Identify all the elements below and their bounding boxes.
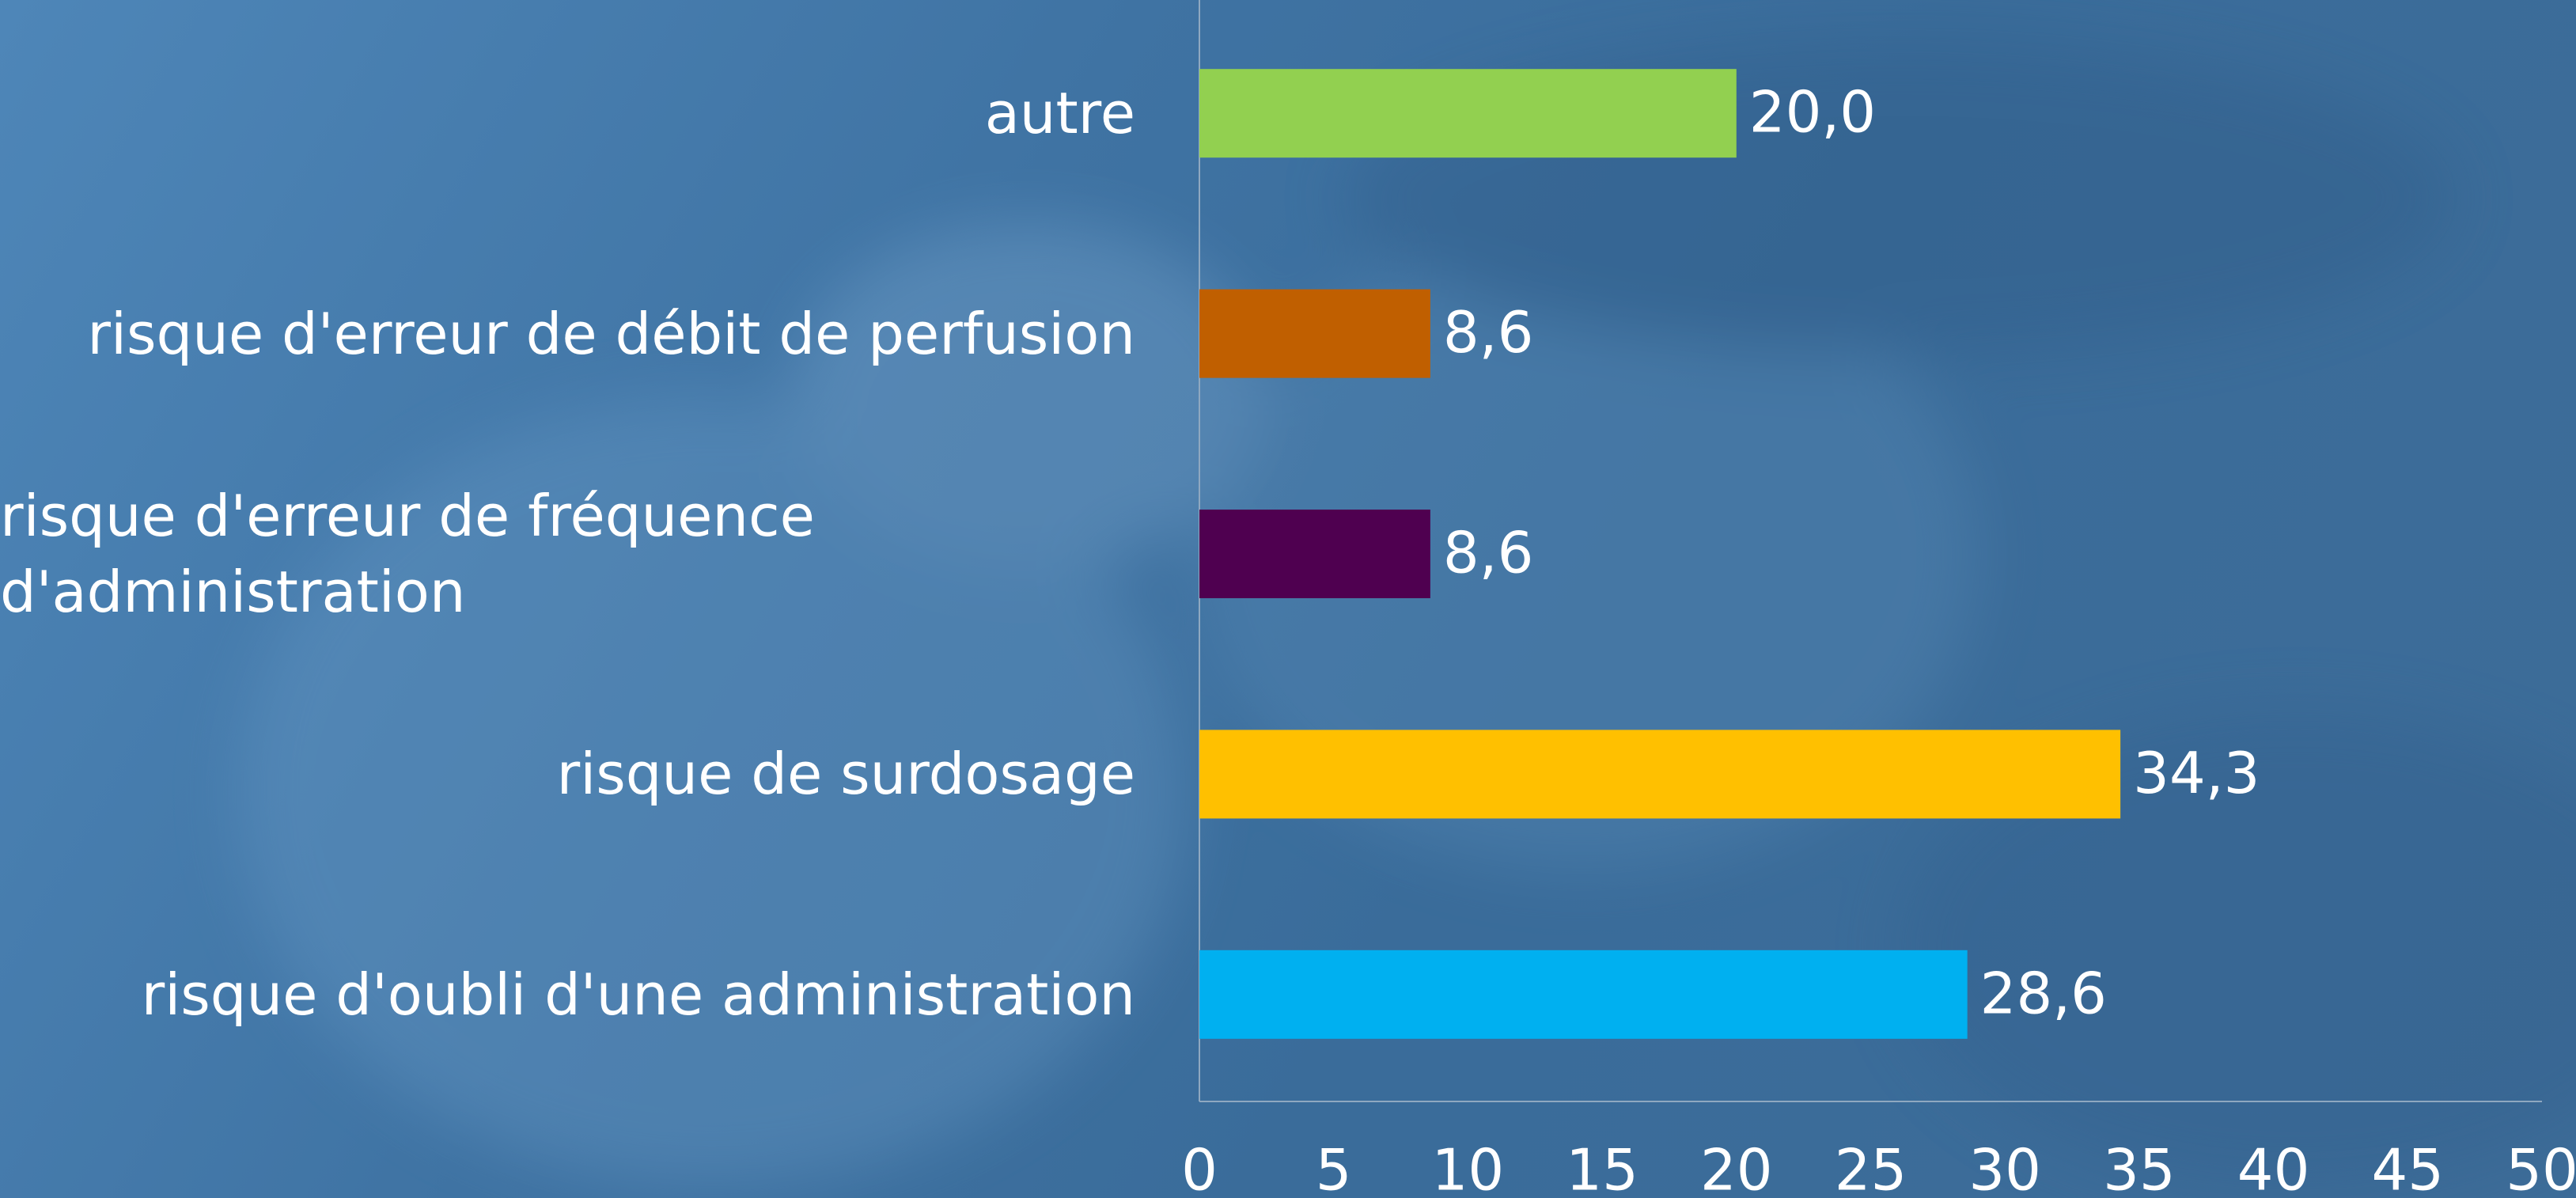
y-tick-label: risque d'erreur de débit de perfusion [87,296,1135,372]
bar [1199,510,1430,598]
x-tick-label: 35 [2103,1137,2176,1198]
bar [1199,950,1968,1039]
bar [1199,69,1737,157]
x-tick-label: 40 [2237,1137,2310,1198]
x-tick-label: 30 [1968,1137,2041,1198]
page: 0 5 10 15 20 25 30 35 40 45 50 20,0 8,6 8,6 34,3 28,6 a… [0,0,2576,1198]
value-label: 34,3 [2133,740,2260,806]
value-label: 20,0 [1749,79,1876,146]
x-tick-label: 0 [1181,1137,1218,1198]
value-label: 8,6 [1443,299,1534,366]
bar [1199,730,2120,818]
x-tick-label: 25 [1835,1137,1907,1198]
value-label: 8,6 [1443,520,1534,586]
value-label: 28,6 [1980,960,2107,1026]
x-tick-label: 15 [1566,1137,1638,1198]
x-tick-label: 10 [1432,1137,1505,1198]
y-tick-label: risque d'erreur de fréquence d'administr… [0,478,1135,630]
y-tick-label: risque d'oubli d'une administration [142,957,1135,1033]
x-tick-label: 20 [1700,1137,1773,1198]
x-tick-label: 50 [2506,1137,2576,1198]
bar [1199,290,1430,378]
y-tick-label: autre [985,75,1135,151]
x-tick-label: 45 [2371,1137,2444,1198]
x-tick-label: 5 [1316,1137,1352,1198]
y-tick-label: risque de surdosage [557,736,1135,812]
